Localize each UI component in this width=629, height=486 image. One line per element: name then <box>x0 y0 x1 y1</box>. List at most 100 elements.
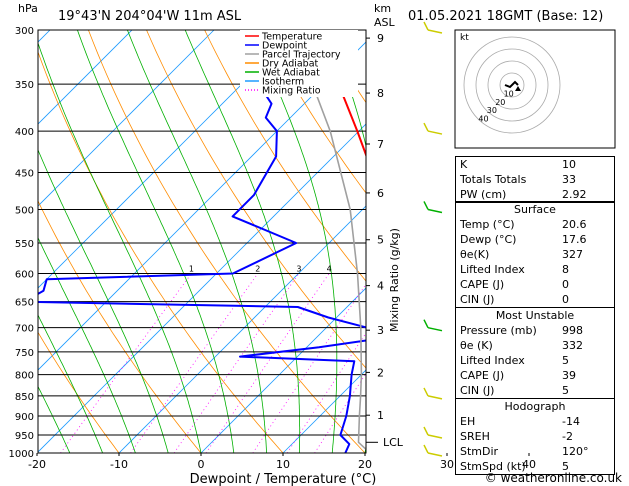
km-tick-label: 8 <box>377 87 384 100</box>
index-label: Totals Totals <box>460 173 527 186</box>
datetime-title: 01.05.2021 18GMT (Base: 12) <box>408 9 603 24</box>
legend-label: Dry Adiabat <box>262 59 319 70</box>
legend-label: Mixing Ratio <box>262 86 321 97</box>
wet-adiabat <box>38 314 103 453</box>
wind-barb-flag <box>423 319 429 329</box>
hodograph-storm-motion-icon <box>515 86 521 91</box>
km-tick-label: 1 <box>377 409 384 422</box>
legend-label: Dewpoint <box>262 41 307 52</box>
legend-label: Temperature <box>261 32 322 43</box>
hodograph-table-title: Hodograph <box>456 398 614 414</box>
hodograph-ring-label: 40 <box>478 115 488 124</box>
dry-adiabat <box>38 331 120 453</box>
mu-value: 332 <box>562 339 583 352</box>
hodograph-ring <box>499 72 525 98</box>
pressure-tick-label: 650 <box>15 298 34 309</box>
mixing-ratio-line <box>205 273 330 453</box>
surface-value: 8 <box>562 263 569 276</box>
wind-barb <box>427 452 443 457</box>
mu-value: 39 <box>562 369 576 382</box>
surface-row: Temp (°C) 20.6 <box>456 217 614 232</box>
mixing-ratio-label: 10 <box>426 265 436 274</box>
hodo-label: StmDir <box>460 445 499 458</box>
mixing-ratio-line <box>286 332 366 453</box>
surface-row: θe(K) 327 <box>456 247 614 262</box>
index-label: PW (cm) <box>460 188 507 201</box>
chart-grid: 1 2 3 4 6 8 10 15 20 25 <box>38 30 436 453</box>
pressure-tick-label: 750 <box>15 348 34 359</box>
mixing-ratio-label: 6 <box>371 265 376 274</box>
surface-title: Surface <box>514 203 556 216</box>
mixing-ratio-line <box>314 372 366 453</box>
surface-row: Dewp (°C) 17.6 <box>456 232 614 247</box>
isotherm-line <box>38 30 297 289</box>
mixing-ratio-label: 8 <box>403 265 408 274</box>
mu-value: 998 <box>562 324 583 337</box>
surface-label: CAPE (J) <box>460 278 505 291</box>
pressure-tick-label: 300 <box>15 26 34 37</box>
surface-value: 327 <box>562 248 583 261</box>
pressure-tick-label: 500 <box>15 205 34 216</box>
legend-background <box>240 30 358 97</box>
km-tick-label: 5 <box>377 234 384 247</box>
mu-label: CAPE (J) <box>460 369 505 382</box>
surface-label: CIN (J) <box>460 293 495 306</box>
legend-label: Parcel Trajectory <box>262 50 341 61</box>
wind-barb <box>427 208 443 214</box>
x-tick-label: -10 <box>110 458 128 471</box>
surface-value: 17.6 <box>562 233 587 246</box>
km-tick-label: 9 <box>377 32 384 45</box>
mu-label: θe (K) <box>460 339 493 352</box>
wind-barb <box>427 434 443 439</box>
isotherm-line <box>38 41 366 371</box>
wind-barb <box>427 29 443 34</box>
mixing-ratio-label: 2 <box>255 265 260 274</box>
indices-table: K 10 Totals Totals 33 PW (cm) 2.92 <box>455 156 615 203</box>
location-title: 19°43'N 204°04'W 11m ASL <box>58 9 242 24</box>
hodo-value: -14 <box>562 415 580 428</box>
mu-value: 5 <box>562 354 569 367</box>
hodograph-trace <box>504 80 519 89</box>
pressure-tick-label: 400 <box>15 127 34 138</box>
wind-barb <box>427 326 443 332</box>
hodo-label: StmSpd (kt) <box>460 460 526 473</box>
hodo-value: 5 <box>562 460 569 473</box>
mu-value: 5 <box>562 384 569 397</box>
index-row-k: K 10 <box>456 157 614 172</box>
index-value: 33 <box>562 173 576 186</box>
hodo-row: EH -14 <box>456 414 614 429</box>
x-axis-label: Dewpoint / Temperature (°C) <box>190 472 377 486</box>
hodo-row: StmDir 120° <box>456 444 614 459</box>
chart-axes: 3003504004505005506006507007508008509009… <box>9 26 536 471</box>
parcel-trajectory-series <box>291 30 366 451</box>
hodograph-ring-label: 20 <box>495 98 505 107</box>
dry-adiabat <box>262 30 366 194</box>
mixing-ratio-label: 3 <box>296 265 301 274</box>
pressure-tick-label: 350 <box>15 80 34 91</box>
pressure-tick-label: 600 <box>15 270 34 281</box>
mixing-ratio-label: 4 <box>327 265 332 274</box>
isotherm-line <box>200 287 366 453</box>
mixing-ratio-label: 1 <box>189 265 194 274</box>
km-tick-label: 2 <box>377 366 384 379</box>
hodo-label: SREH <box>460 430 490 443</box>
hodo-row: SREH -2 <box>456 429 614 444</box>
isotherm-line <box>118 205 366 453</box>
surface-value: 0 <box>562 278 569 291</box>
plot-area: 1 2 3 4 6 8 10 15 20 25 <box>38 30 436 453</box>
lcl-label: LCL <box>383 436 404 449</box>
surface-row: CIN (J) 0 <box>456 292 614 307</box>
surface-label: Lifted Index <box>460 263 525 276</box>
km-tick-label: 6 <box>377 187 384 200</box>
hodo-label: EH <box>460 415 476 428</box>
mu-label: Lifted Index <box>460 354 525 367</box>
km-tick-label: 7 <box>377 138 384 151</box>
mixing-ratio-axis-label: Mixing Ratio (g/kg) <box>388 228 401 332</box>
surface-value: 20.6 <box>562 218 587 231</box>
wind-barb-flag <box>423 201 429 210</box>
wind-barb <box>427 395 443 400</box>
pressure-tick-label: 950 <box>15 431 34 442</box>
pressure-tick-label: 450 <box>15 168 34 179</box>
